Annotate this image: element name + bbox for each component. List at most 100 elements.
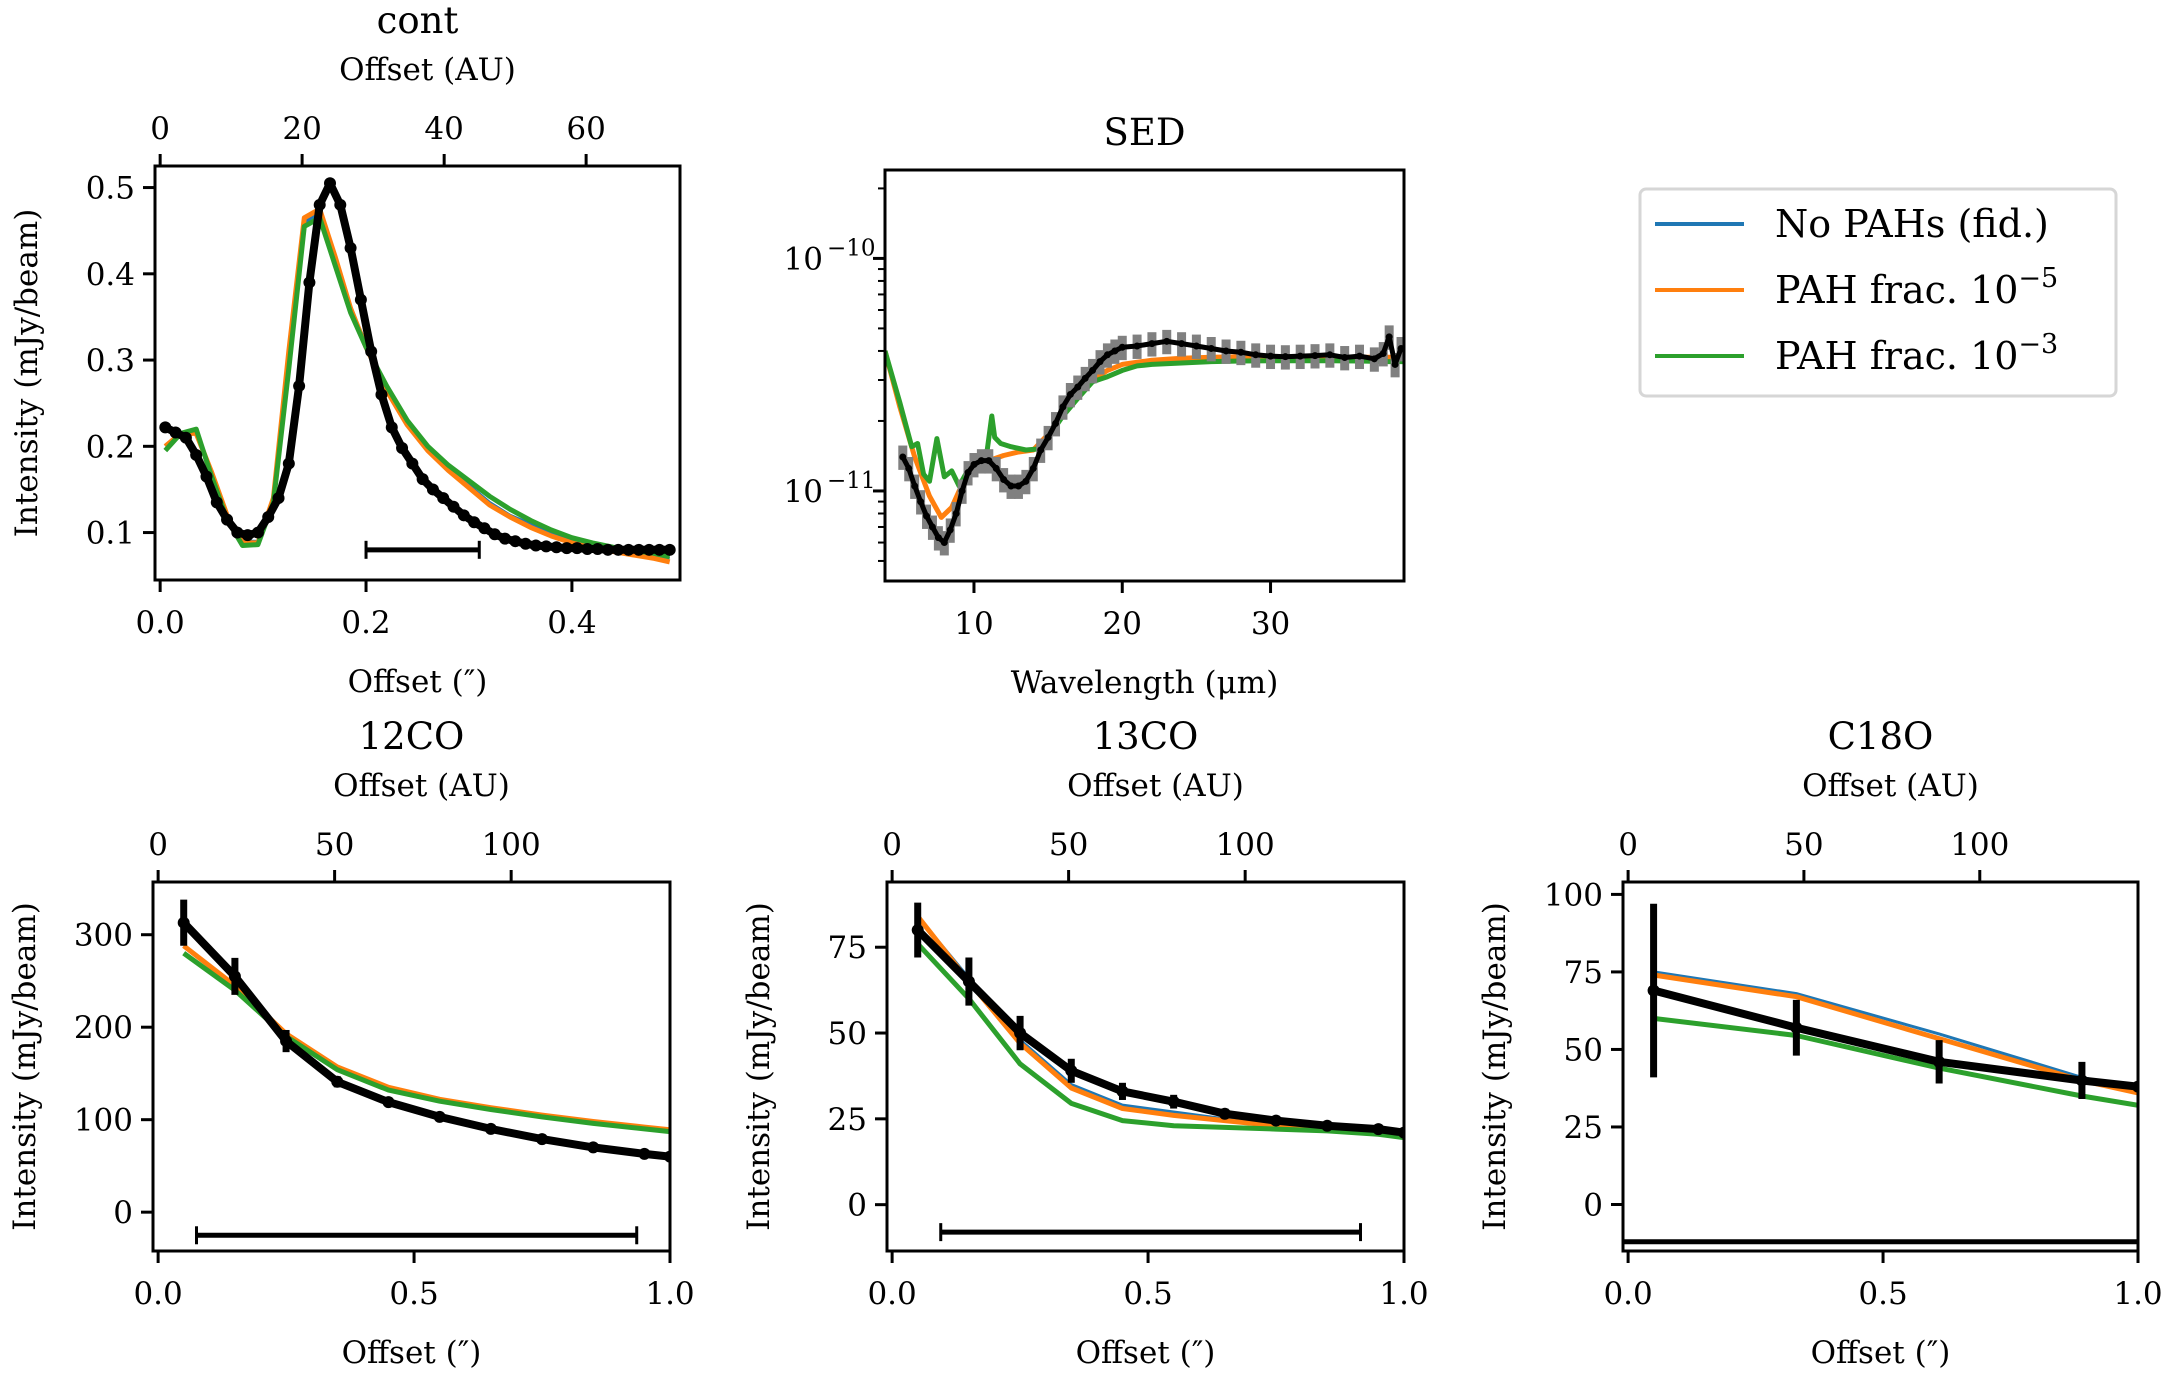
data-point [638, 1147, 651, 1160]
data-point [587, 1141, 600, 1154]
data-point [1000, 476, 1008, 484]
data-point [272, 492, 285, 505]
data-point [540, 540, 553, 553]
data-point [159, 421, 172, 434]
y-tick-label: 0 [847, 1188, 867, 1224]
data-point [962, 975, 975, 988]
data-point [1029, 464, 1037, 472]
x-axis-title: Offset (″) [1076, 1335, 1216, 1371]
data-point [447, 500, 460, 513]
data-point [396, 442, 409, 455]
y-tick-label: 10 [784, 241, 823, 277]
data-point [1014, 482, 1022, 490]
top-x-tick-label: 50 [1049, 827, 1088, 863]
panel-cont: 0.0 0.2 0.4 0.1 0.2 0.3 0.4 0.5 0 20 40 60 Offset (A… [9, 0, 682, 700]
legend: No PAHs (fid.) PAH frac. 10−5 PAH frac. … [1638, 187, 2118, 398]
top-x-tick-label: 0 [882, 827, 902, 863]
y-tick-label: 25 [1564, 1110, 1603, 1146]
data-point [1270, 1114, 1283, 1127]
top-x-tick-label: 20 [282, 111, 321, 147]
x-tick-label: 0.4 [547, 605, 596, 641]
y-axis-title: Intensity (mJy/beam) [741, 902, 777, 1231]
data-point [1103, 351, 1111, 359]
data-point [1321, 1119, 1334, 1132]
legend-label-pah3: PAH frac. 10−3 [1775, 329, 2058, 378]
top-x-tick-label: 0 [148, 827, 168, 863]
data-point [280, 1035, 293, 1048]
data-point [1218, 1107, 1231, 1120]
data-point [262, 511, 275, 524]
y-tick-label: 75 [1564, 955, 1603, 991]
y-axis-title: Intensity (mJy/beam) [9, 209, 45, 538]
x-tick-label: 1.0 [2113, 1276, 2162, 1312]
data-point [406, 457, 419, 470]
y-tick-label: 50 [828, 1016, 867, 1052]
data-point [622, 543, 635, 556]
data-point [1065, 1064, 1078, 1077]
data-point [334, 198, 347, 211]
y-tick-label: 0.2 [86, 429, 135, 465]
data-point [560, 542, 573, 555]
data-point [375, 388, 388, 401]
data-point [581, 542, 594, 555]
data-point [331, 1075, 344, 1088]
data-point [1207, 344, 1215, 352]
top-x-tick-label: 100 [482, 827, 541, 863]
panel-13co: 0.0 0.5 1.0 0 25 50 75 0 50 100 Offset (AU) 13CO Off… [741, 715, 1429, 1371]
x-tick-label: 0.5 [389, 1276, 438, 1312]
panel-title: C18O [1828, 715, 1934, 758]
data-point [2075, 1074, 2088, 1087]
data-point [1167, 1095, 1180, 1108]
data-point [911, 482, 919, 490]
x-axis-title: Offset (″) [1811, 1335, 1951, 1371]
y-tick-label: 100 [1544, 877, 1603, 913]
data-point [1391, 360, 1399, 368]
y-tick-label: 0.4 [86, 257, 135, 293]
data-point [354, 293, 367, 306]
data-point [282, 457, 295, 470]
x-axis-title: Offset (″) [342, 1335, 482, 1371]
top-x-tick-label: 100 [1216, 827, 1275, 863]
data-point [1267, 352, 1275, 360]
data-point [1074, 383, 1082, 391]
data-point [231, 526, 244, 539]
y-tick-label: 25 [828, 1102, 867, 1138]
top-x-tick-label: 40 [424, 111, 463, 147]
y-axis-title: Intensity (mJy/beam) [1477, 902, 1513, 1231]
data-point [952, 509, 960, 517]
data-point [382, 1096, 395, 1109]
series-line-fid [1653, 970, 2138, 1092]
data-point [1192, 342, 1200, 350]
data-point [964, 469, 972, 477]
panel-title: 12CO [359, 715, 465, 758]
x-tick-label: 0.2 [341, 605, 390, 641]
data-point [1281, 353, 1289, 361]
plot-area [885, 325, 1404, 556]
data-point [251, 526, 264, 539]
panel-title: cont [377, 0, 459, 42]
data-point [1372, 1123, 1385, 1136]
x-axis-title: Wavelength (μm) [1011, 665, 1279, 701]
data-point [1014, 1027, 1027, 1040]
top-x-tick-label: 0 [1618, 827, 1638, 863]
series-line-pah5 [163, 206, 671, 565]
legend-frame [1638, 187, 2118, 398]
y-tick-exponent: −11 [827, 468, 876, 494]
data-point [509, 535, 522, 548]
data-point [1397, 344, 1404, 352]
data-point [1341, 353, 1349, 361]
data-point [1118, 343, 1126, 351]
data-point [169, 426, 182, 439]
data-point [1116, 1085, 1129, 1098]
data-point [519, 537, 532, 550]
data-point [190, 448, 203, 461]
data-point [1326, 351, 1334, 359]
y-tick-label: 300 [74, 918, 133, 954]
data-point [1148, 340, 1156, 348]
data-point [365, 345, 378, 358]
data-point [1178, 340, 1186, 348]
top-x-axis-title: Offset (AU) [1802, 768, 1979, 804]
data-point [977, 457, 985, 465]
